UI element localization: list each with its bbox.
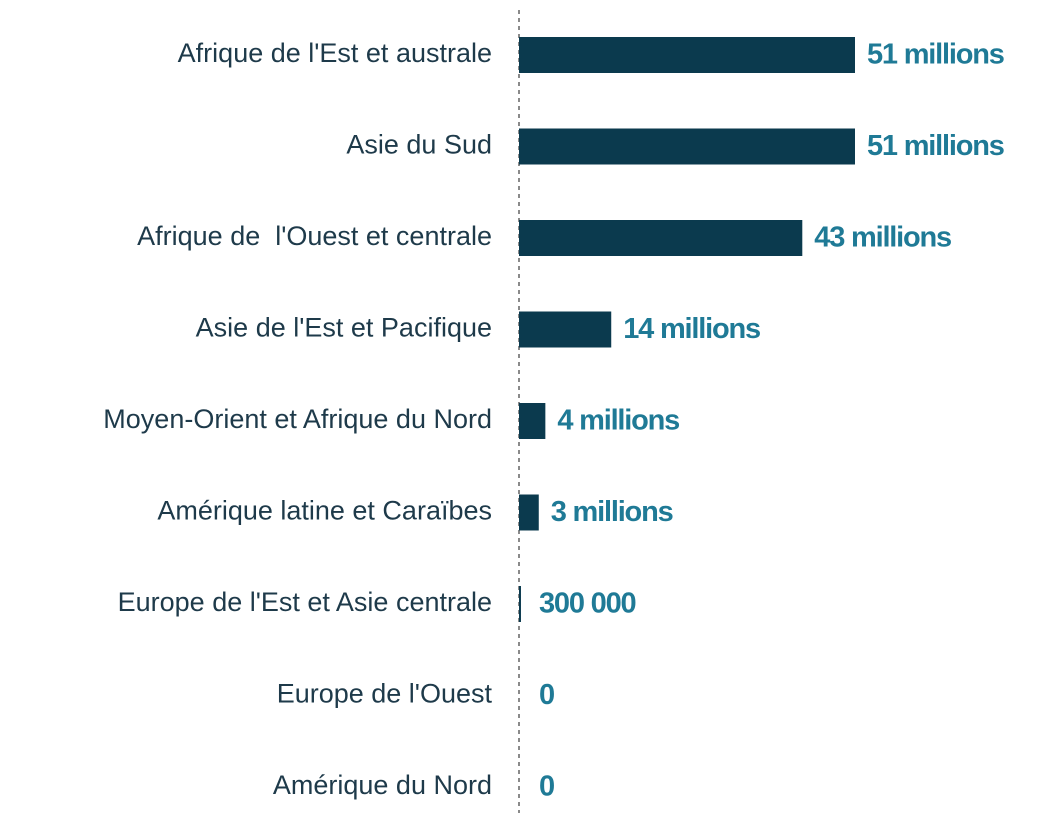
category-label: Europe de l'Ouest (277, 679, 493, 709)
value-label: 14 millions (623, 313, 760, 345)
category-label: Amérique du Nord (273, 770, 492, 800)
category-label: Amérique latine et Caraïbes (157, 496, 492, 526)
bar (519, 494, 539, 531)
value-label: 300 000 (539, 588, 635, 620)
bar (519, 311, 612, 348)
value-label: 3 millions (551, 496, 673, 528)
bar (519, 403, 546, 439)
bar (519, 586, 521, 622)
bar (519, 220, 803, 256)
category-label: Afrique de l'Ouest et centrale (137, 221, 492, 251)
bar (519, 37, 855, 73)
value-label: 43 millions (814, 222, 951, 254)
category-label: Europe de l'Est et Asie centrale (118, 587, 492, 617)
bar (519, 128, 855, 165)
value-label: 0 (539, 679, 554, 711)
value-label: 4 millions (557, 405, 679, 437)
category-label: Afrique de l'Est et australe (178, 38, 492, 68)
category-label: Asie de l'Est et Pacifique (196, 313, 492, 343)
category-label: Asie du Sud (346, 130, 492, 160)
value-label: 0 (539, 771, 554, 803)
category-label: Moyen-Orient et Afrique du Nord (103, 404, 492, 434)
value-label: 51 millions (867, 39, 1004, 71)
value-label: 51 millions (867, 130, 1004, 162)
